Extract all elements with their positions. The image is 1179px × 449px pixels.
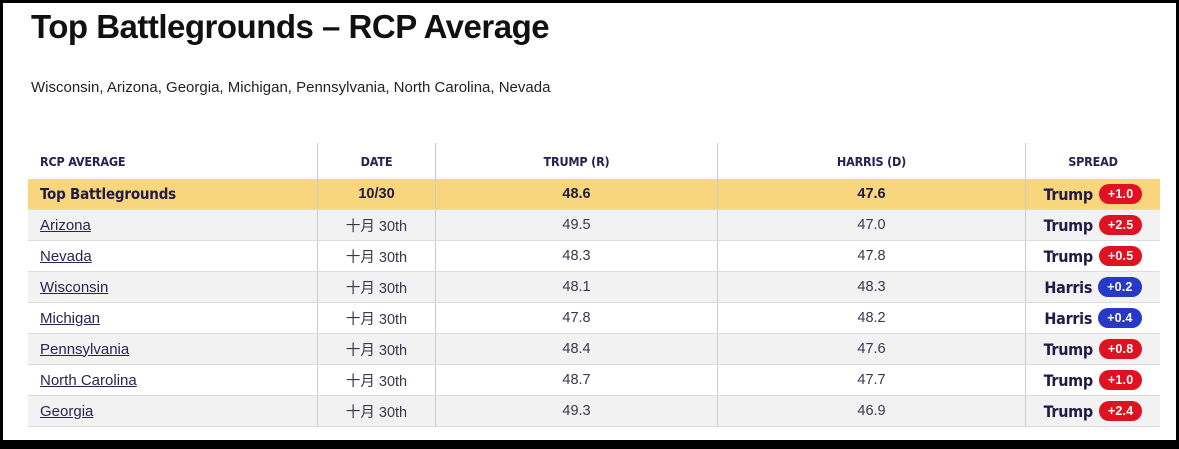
table-row: North Carolina 十月 30th 48.7 47.7 Trump +… <box>28 365 1160 396</box>
column-header-date: DATE <box>318 143 436 179</box>
row-name-cell: Wisconsin <box>28 272 318 302</box>
date-cell: 十月 30th <box>318 272 436 302</box>
state-link[interactable]: Georgia <box>40 402 94 420</box>
column-header-trump: TRUMP (R) <box>436 143 718 179</box>
harris-value-cell: 48.2 <box>718 303 1026 333</box>
spread-leader: Harris <box>1044 277 1093 297</box>
spread-cell: Harris +0.4 <box>1026 303 1160 333</box>
trump-value-cell: 47.8 <box>436 303 718 333</box>
harris-value-cell: 48.3 <box>718 272 1026 302</box>
row-label: Top Battlegrounds <box>40 185 177 203</box>
table-row: Michigan 十月 30th 47.8 48.2 Harris +0.4 <box>28 303 1160 334</box>
column-header-rcp-average: RCP AVERAGE <box>28 143 318 179</box>
state-link[interactable]: Pennsylvania <box>40 340 130 358</box>
date-cell: 10/30 <box>318 179 436 209</box>
date-cell: 十月 30th <box>318 210 436 240</box>
table-row: Wisconsin 十月 30th 48.1 48.3 Harris +0.2 <box>28 272 1160 303</box>
spread-leader: Trump <box>1043 246 1094 266</box>
harris-value-cell: 47.0 <box>718 210 1026 240</box>
spread-cell: Harris +0.2 <box>1026 272 1160 302</box>
spread-cell: Trump +0.5 <box>1026 241 1160 271</box>
spread-badge: +0.4 <box>1098 307 1142 329</box>
trump-value-cell: 48.1 <box>436 272 718 302</box>
spread-leader: Trump <box>1043 339 1094 359</box>
date-cell: 十月 30th <box>318 365 436 395</box>
spread-cell: Trump +1.0 <box>1026 365 1160 395</box>
table-body: Top Battlegrounds 10/30 48.6 47.6 Trump … <box>28 179 1160 427</box>
table-row: Georgia 十月 30th 49.3 46.9 Trump +2.4 <box>28 396 1160 427</box>
row-name-cell: North Carolina <box>28 365 318 395</box>
harris-value-cell: 47.6 <box>718 179 1026 209</box>
spread-badge: +0.2 <box>1098 276 1142 298</box>
spread-cell: Trump +2.5 <box>1026 210 1160 240</box>
row-name-cell: Nevada <box>28 241 318 271</box>
row-name-cell: Pennsylvania <box>28 334 318 364</box>
table-row: Nevada 十月 30th 48.3 47.8 Trump +0.5 <box>28 241 1160 272</box>
harris-value-cell: 46.9 <box>718 396 1026 426</box>
state-link[interactable]: Arizona <box>40 216 91 234</box>
spread-leader: Trump <box>1043 401 1094 421</box>
spread-badge: +0.5 <box>1098 245 1143 267</box>
table-row: Arizona 十月 30th 49.5 47.0 Trump +2.5 <box>28 210 1160 241</box>
table-row: Pennsylvania 十月 30th 48.4 47.6 Trump +0.… <box>28 334 1160 365</box>
page-header: Top Battlegrounds – RCP Average Wisconsi… <box>3 8 1176 96</box>
column-header-harris: HARRIS (D) <box>718 143 1026 179</box>
date-cell: 十月 30th <box>318 396 436 426</box>
state-link[interactable]: Nevada <box>40 247 92 265</box>
table-header-row: RCP AVERAGE DATE TRUMP (R) HARRIS (D) SP… <box>28 143 1160 179</box>
date-cell: 十月 30th <box>318 303 436 333</box>
spread-leader: Harris <box>1044 308 1093 328</box>
spread-cell: Trump +2.4 <box>1026 396 1160 426</box>
spread-badge: +2.5 <box>1098 214 1143 236</box>
spread-badge: +0.8 <box>1098 338 1143 360</box>
column-header-spread: SPREAD <box>1068 153 1118 169</box>
row-name-cell: Georgia <box>28 396 318 426</box>
spread-leader: Trump <box>1043 370 1094 390</box>
page-title: Top Battlegrounds – RCP Average <box>31 8 550 45</box>
harris-value-cell: 47.6 <box>718 334 1026 364</box>
spread-badge: +2.4 <box>1098 400 1143 422</box>
spread-badge: +1.0 <box>1098 183 1143 205</box>
spread-leader: Trump <box>1043 215 1094 235</box>
trump-value-cell: 48.3 <box>436 241 718 271</box>
spread-cell: Trump +0.8 <box>1026 334 1160 364</box>
spread-cell: Trump +1.0 <box>1026 179 1160 209</box>
spread-leader: Trump <box>1043 184 1094 204</box>
page-subtitle: Wisconsin, Arizona, Georgia, Michigan, P… <box>31 79 551 96</box>
table-row: Top Battlegrounds 10/30 48.6 47.6 Trump … <box>28 179 1160 210</box>
harris-value-cell: 47.7 <box>718 365 1026 395</box>
row-name-cell: Arizona <box>28 210 318 240</box>
state-link[interactable]: Wisconsin <box>40 278 109 296</box>
trump-value-cell: 48.4 <box>436 334 718 364</box>
date-cell: 十月 30th <box>318 241 436 271</box>
trump-value-cell: 49.5 <box>436 210 718 240</box>
trump-value-cell: 49.3 <box>436 396 718 426</box>
rcp-average-table: RCP AVERAGE DATE TRUMP (R) HARRIS (D) SP… <box>28 143 1160 427</box>
row-name-cell: Top Battlegrounds <box>28 179 318 209</box>
spread-badge: +1.0 <box>1098 369 1143 391</box>
state-link[interactable]: North Carolina <box>40 371 137 389</box>
trump-value-cell: 48.6 <box>436 179 718 209</box>
harris-value-cell: 47.8 <box>718 241 1026 271</box>
row-name-cell: Michigan <box>28 303 318 333</box>
date-cell: 十月 30th <box>318 334 436 364</box>
state-link[interactable]: Michigan <box>40 309 101 327</box>
trump-value-cell: 48.7 <box>436 365 718 395</box>
